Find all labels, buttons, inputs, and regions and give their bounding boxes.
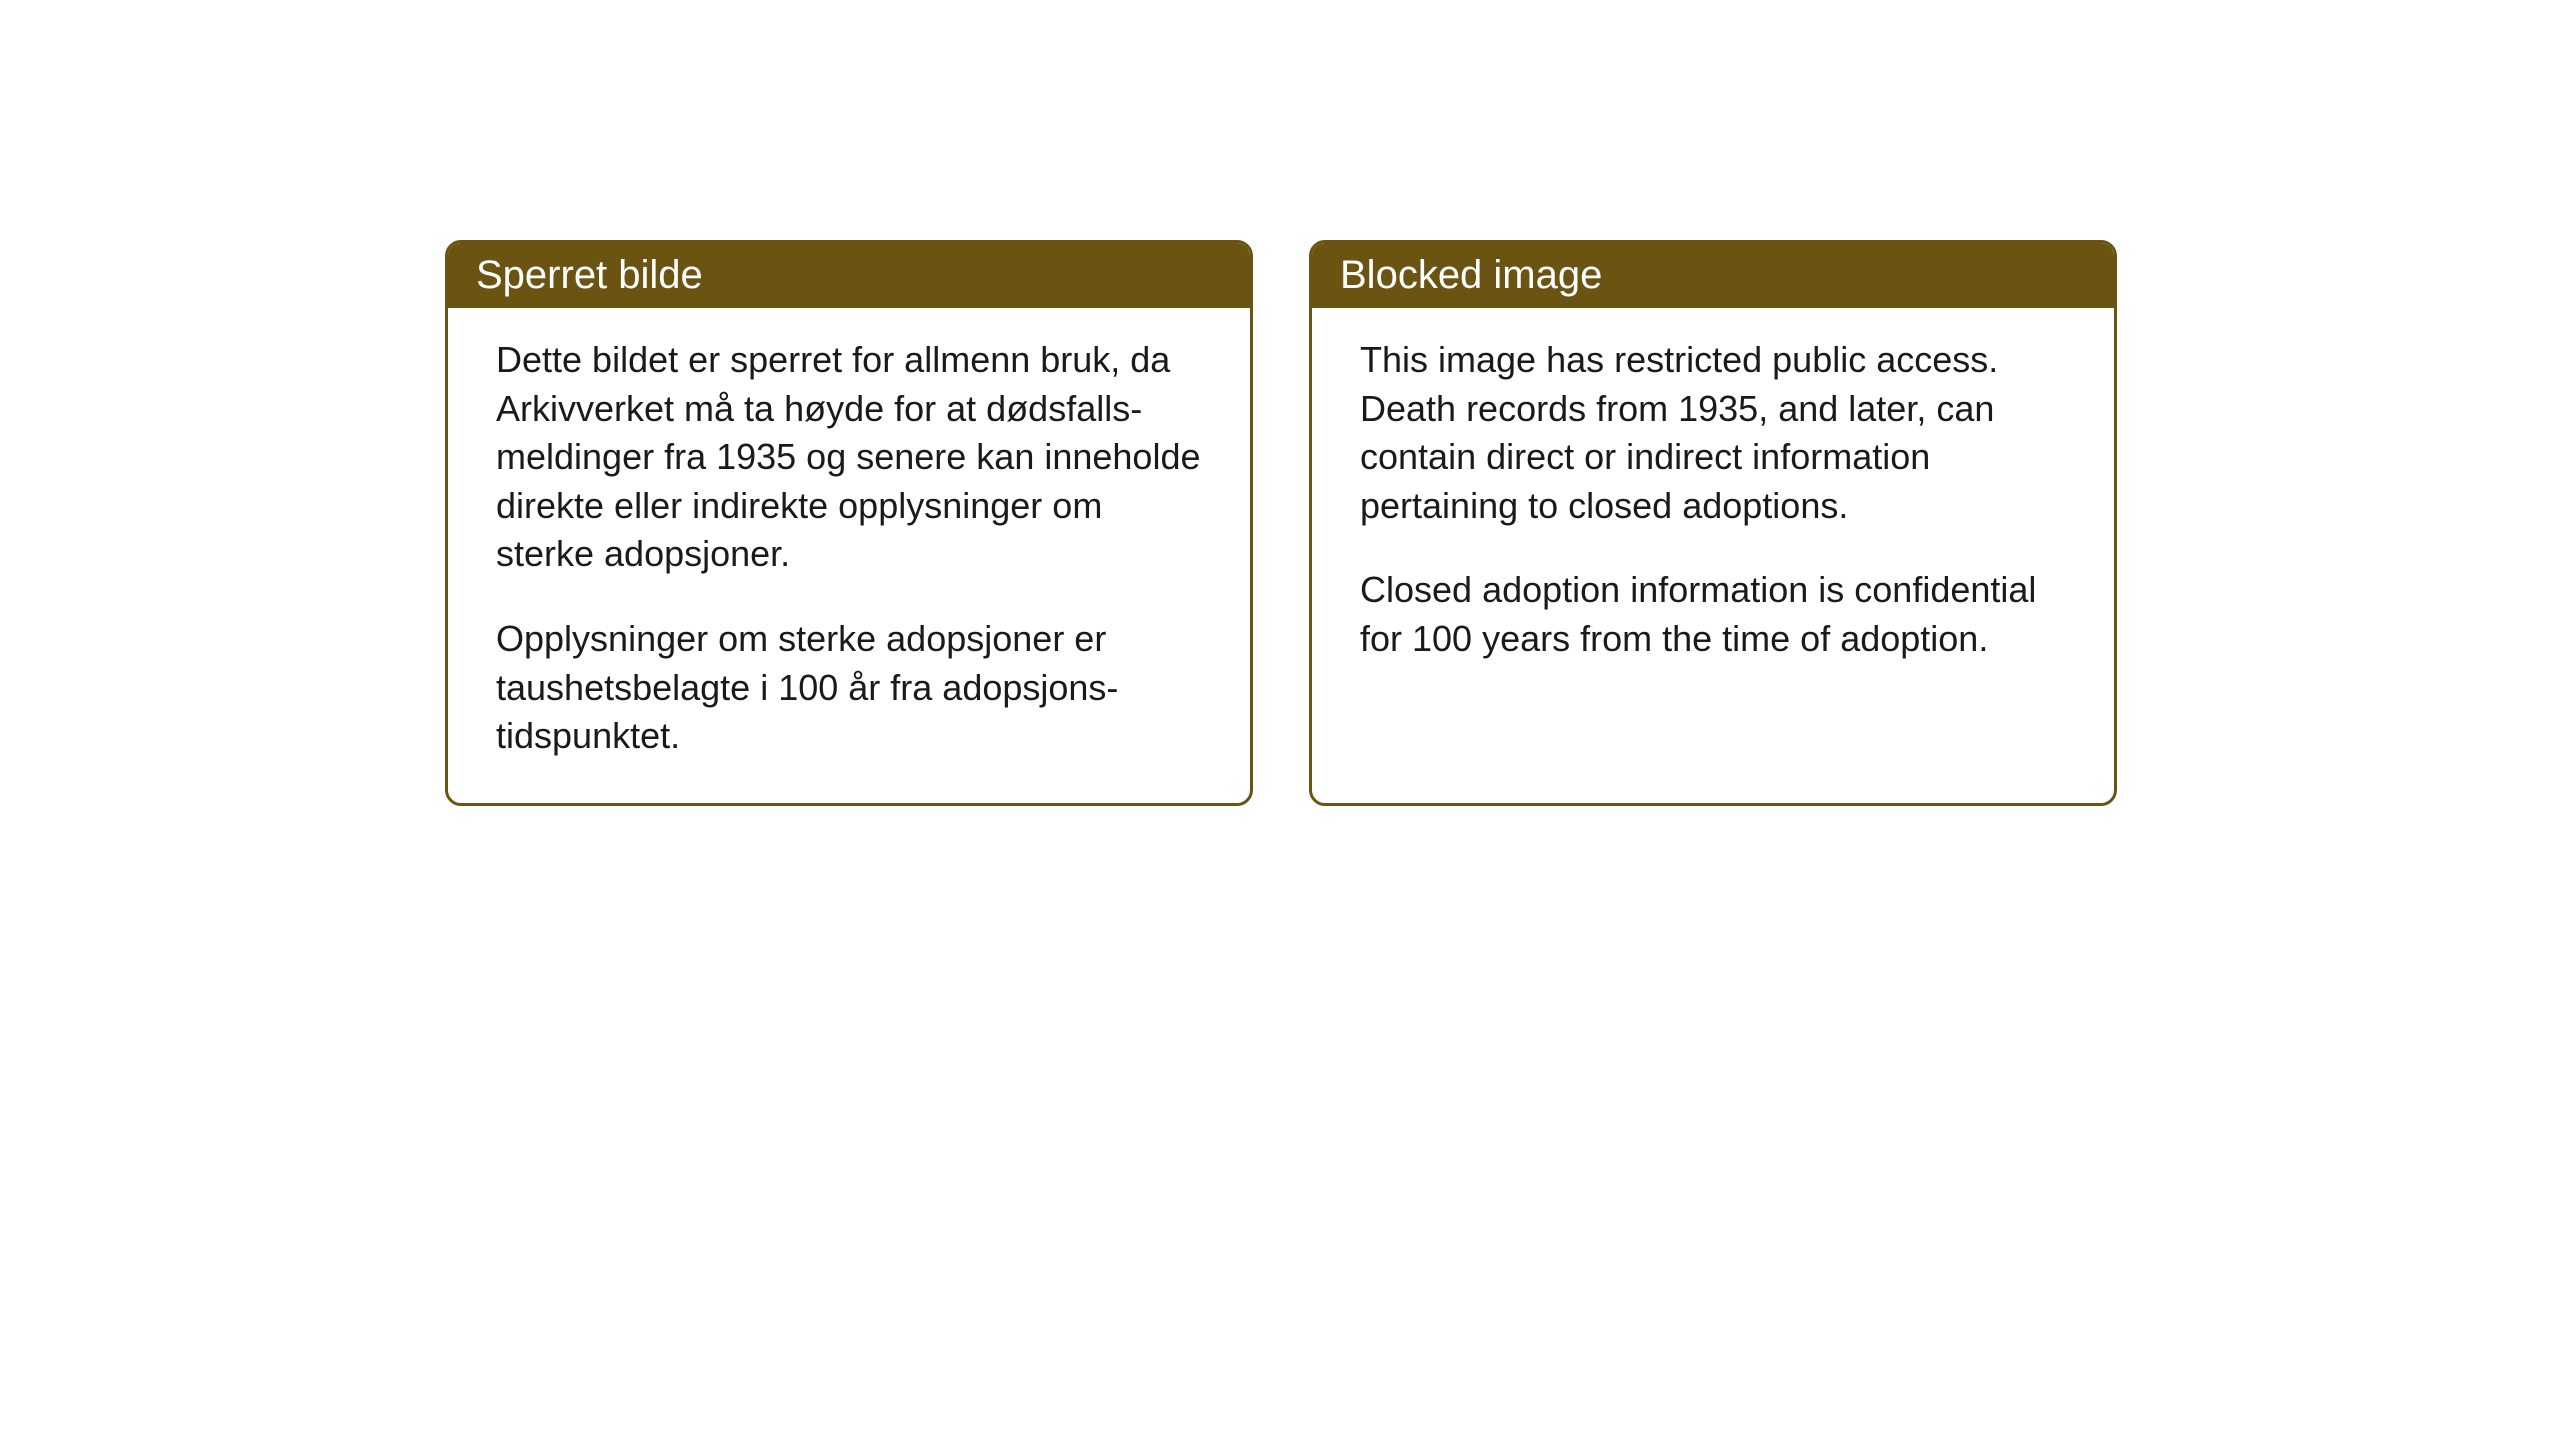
notice-card-english: Blocked image This image has restricted … [1309,240,2117,806]
card-body-norwegian: Dette bildet er sperret for allmenn bruk… [448,308,1250,803]
card-title-norwegian: Sperret bilde [476,253,703,297]
notice-cards-container: Sperret bilde Dette bildet er sperret fo… [445,240,2117,806]
card-paragraph-english-2: Closed adoption information is confident… [1360,566,2066,663]
card-paragraph-norwegian-1: Dette bildet er sperret for allmenn bruk… [496,336,1202,579]
card-paragraph-english-1: This image has restricted public access.… [1360,336,2066,530]
card-paragraph-norwegian-2: Opplysninger om sterke adopsjoner er tau… [496,615,1202,761]
card-body-english: This image has restricted public access.… [1312,308,2114,706]
card-title-english: Blocked image [1340,253,1602,297]
notice-card-norwegian: Sperret bilde Dette bildet er sperret fo… [445,240,1253,806]
card-header-english: Blocked image [1312,243,2114,308]
card-header-norwegian: Sperret bilde [448,243,1250,308]
